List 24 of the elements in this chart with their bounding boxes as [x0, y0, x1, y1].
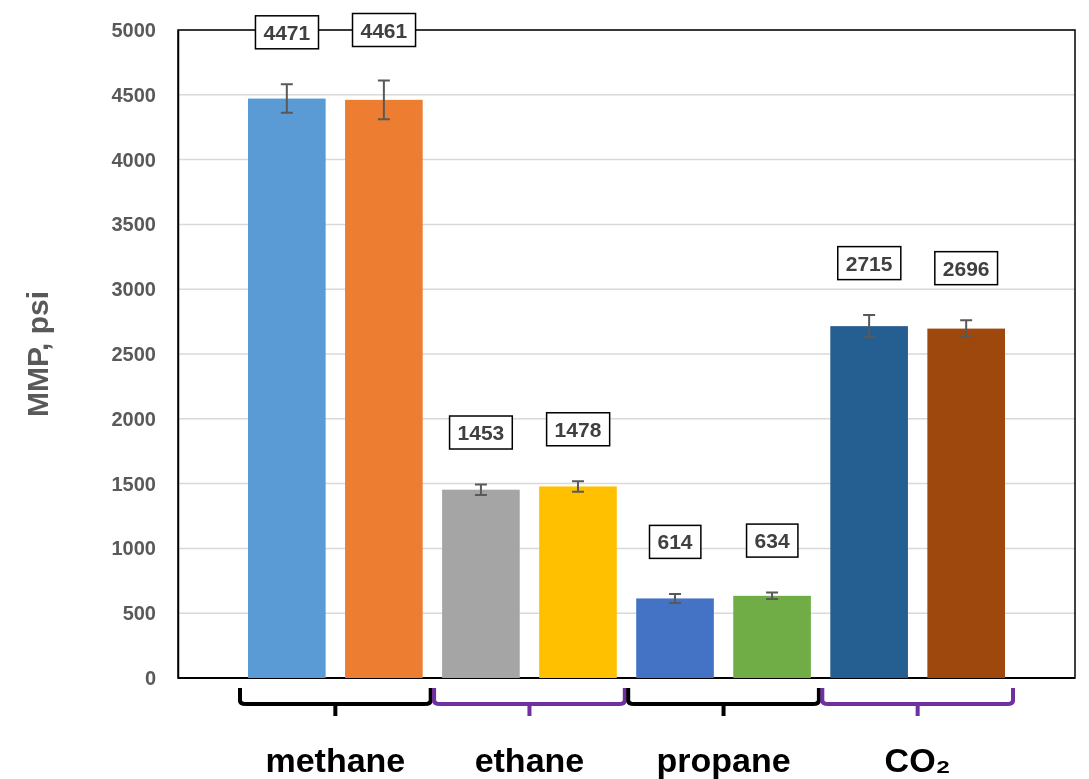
data-label: 4461	[360, 18, 408, 42]
y-tick-label: 4500	[111, 83, 156, 106]
data-label: 1478	[554, 417, 602, 441]
text: CO₂	[884, 741, 951, 779]
y-tick-label: 2000	[111, 407, 156, 430]
y-tick-label: 1500	[111, 472, 156, 495]
text: ethane	[474, 741, 585, 779]
data-label: 634	[754, 529, 790, 553]
data-label: 4471	[263, 20, 311, 44]
data-label: 614	[657, 530, 693, 554]
data-label: 1453	[457, 421, 505, 445]
data-label: 2696	[942, 256, 990, 280]
y-axis-title: MMP, psi	[21, 290, 54, 418]
y-tick-label: 500	[122, 602, 156, 625]
text: propane	[656, 741, 791, 779]
y-tick-label: 3000	[111, 278, 156, 301]
y-tick-label: 1000	[111, 537, 156, 560]
y-tick-label: 4000	[111, 148, 156, 171]
y-tick-label: 3500	[111, 213, 156, 236]
data-label: 2715	[845, 251, 893, 275]
y-tick-label: 0	[144, 666, 156, 689]
text: methane	[265, 741, 406, 779]
y-tick-label: 2500	[111, 342, 156, 365]
y-tick-label: 5000	[111, 18, 156, 41]
